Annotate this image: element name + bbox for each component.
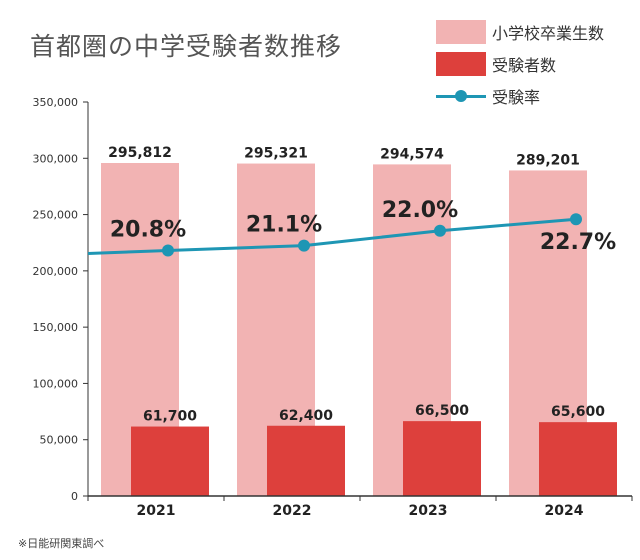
source-note: ※日能研関東調べ: [18, 537, 105, 550]
legend-label-rate: 受験率: [492, 88, 541, 107]
rate-label: 21.1%: [246, 213, 322, 238]
bar-label-graduates: 295,812: [108, 145, 172, 161]
bar-examinees: [539, 422, 617, 496]
rate-label: 20.8%: [110, 218, 186, 243]
bar-examinees: [131, 426, 209, 496]
legend-line-rate: [436, 84, 486, 108]
bar-label-examinees: 65,600: [551, 404, 605, 420]
legend-item-rate: 受験率: [436, 82, 626, 110]
y-tick-label: 200,000: [33, 265, 79, 278]
y-tick-label: 250,000: [33, 209, 79, 222]
bar-label-examinees: 62,400: [279, 408, 333, 424]
legend-swatch-examinees: [436, 52, 486, 76]
bar-examinees: [267, 425, 345, 496]
bar-label-graduates: 294,574: [380, 146, 444, 162]
chart-title: 首都圏の中学受験者数推移: [30, 32, 343, 61]
y-tick-label: 100,000: [33, 377, 79, 390]
rate-point: [570, 213, 582, 226]
x-tick-label: 2022: [273, 503, 312, 519]
x-tick-label: 2023: [409, 503, 448, 519]
y-tick-label: 300,000: [33, 152, 79, 165]
bar-examinees: [403, 421, 481, 496]
legend-item-graduates: 小学校卒業生数: [436, 18, 626, 46]
bar-label-graduates: 289,201: [516, 152, 580, 168]
rate-point: [298, 239, 310, 252]
rate-point: [162, 244, 174, 257]
bar-label-graduates: 295,321: [244, 146, 308, 162]
legend: 小学校卒業生数 受験者数 受験率: [436, 18, 626, 114]
y-tick-label: 150,000: [33, 321, 79, 334]
x-tick-label: 2021: [137, 503, 176, 519]
y-tick-label: 50,000: [40, 434, 79, 447]
bar-label-examinees: 66,500: [415, 403, 469, 419]
rate-label: 22.7%: [540, 230, 616, 255]
legend-swatch-graduates: [436, 20, 486, 44]
rate-point: [434, 224, 446, 237]
x-tick-label: 2024: [545, 503, 584, 519]
legend-label-examinees: 受験者数: [492, 56, 557, 75]
legend-item-examinees: 受験者数: [436, 50, 626, 78]
legend-label-graduates: 小学校卒業生数: [492, 24, 605, 43]
y-tick-label: 0: [71, 490, 78, 503]
rate-label: 22.0%: [382, 198, 458, 223]
y-tick-label: 350,000: [33, 96, 79, 109]
bar-label-examinees: 61,700: [143, 409, 197, 425]
